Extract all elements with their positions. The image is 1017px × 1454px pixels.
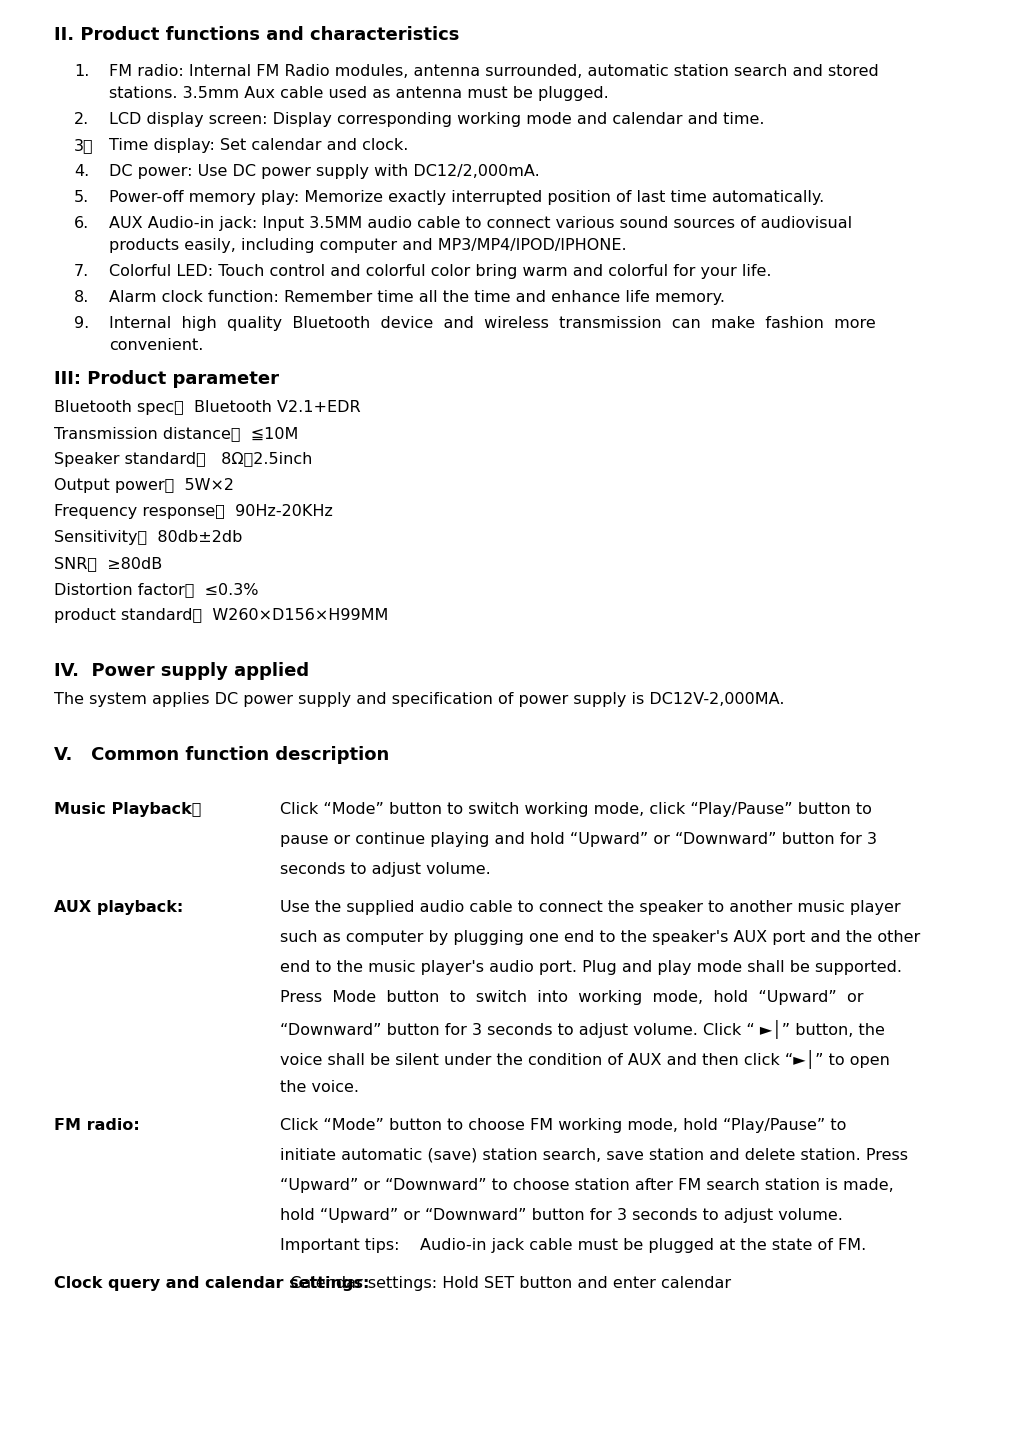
Text: Distortion factor：  ≤0.3%: Distortion factor： ≤0.3% xyxy=(54,582,258,598)
Text: FM radio:: FM radio: xyxy=(54,1118,139,1133)
Text: hold “Upward” or “Downward” button for 3 seconds to adjust volume.: hold “Upward” or “Downward” button for 3… xyxy=(280,1208,843,1223)
Text: Click “Mode” button to switch working mode, click “Play/Pause” button to: Click “Mode” button to switch working mo… xyxy=(280,803,872,817)
Text: Calendar settings: Hold SET button and enter calendar: Calendar settings: Hold SET button and e… xyxy=(280,1277,731,1291)
Text: V.   Common function description: V. Common function description xyxy=(54,746,390,763)
Text: 5.: 5. xyxy=(74,190,89,205)
Text: 8.: 8. xyxy=(74,289,89,305)
Text: “Downward” button for 3 seconds to adjust volume. Click “ ►│” button, the: “Downward” button for 3 seconds to adjus… xyxy=(280,1021,885,1040)
Text: seconds to adjust volume.: seconds to adjust volume. xyxy=(280,862,491,877)
Text: Power-off memory play: Memorize exactly interrupted position of last time automa: Power-off memory play: Memorize exactly … xyxy=(109,190,824,205)
Text: 6.: 6. xyxy=(74,217,89,231)
Text: end to the music player's audio port. Plug and play mode shall be supported.: end to the music player's audio port. Pl… xyxy=(280,960,902,976)
Text: pause or continue playing and hold “Upward” or “Downward” button for 3: pause or continue playing and hold “Upwa… xyxy=(280,832,877,848)
Text: products easily, including computer and MP3/MP4/IPOD/IPHONE.: products easily, including computer and … xyxy=(109,238,626,253)
Text: convenient.: convenient. xyxy=(109,337,203,353)
Text: LCD display screen: Display corresponding working mode and calendar and time.: LCD display screen: Display correspondin… xyxy=(109,112,765,126)
Text: 1.: 1. xyxy=(74,64,89,79)
Text: FM radio: Internal FM Radio modules, antenna surrounded, automatic station searc: FM radio: Internal FM Radio modules, ant… xyxy=(109,64,879,79)
Text: SNR：  ≥80dB: SNR： ≥80dB xyxy=(54,555,163,571)
Text: Alarm clock function: Remember time all the time and enhance life memory.: Alarm clock function: Remember time all … xyxy=(109,289,725,305)
Text: Sensitivity：  80db±2db: Sensitivity： 80db±2db xyxy=(54,531,242,545)
Text: Colorful LED: Touch control and colorful color bring warm and colorful for your : Colorful LED: Touch control and colorful… xyxy=(109,265,772,279)
Text: stations. 3.5mm Aux cable used as antenna must be plugged.: stations. 3.5mm Aux cable used as antenn… xyxy=(109,86,609,100)
Text: Transmission distance：  ≦10M: Transmission distance： ≦10M xyxy=(54,426,298,441)
Text: 3．: 3． xyxy=(74,138,94,153)
Text: II. Product functions and characteristics: II. Product functions and characteristic… xyxy=(54,26,460,44)
Text: DC power: Use DC power supply with DC12/2,000mA.: DC power: Use DC power supply with DC12/… xyxy=(109,164,540,179)
Text: Click “Mode” button to choose FM working mode, hold “Play/Pause” to: Click “Mode” button to choose FM working… xyxy=(280,1118,846,1133)
Text: Clock query and calendar settings:: Clock query and calendar settings: xyxy=(54,1277,369,1291)
Text: “Upward” or “Downward” to choose station after FM search station is made,: “Upward” or “Downward” to choose station… xyxy=(280,1178,894,1192)
Text: The system applies DC power supply and specification of power supply is DC12V-2,: The system applies DC power supply and s… xyxy=(54,692,784,707)
Text: IV.  Power supply applied: IV. Power supply applied xyxy=(54,662,309,680)
Text: Press  Mode  button  to  switch  into  working  mode,  hold  “Upward”  or: Press Mode button to switch into working… xyxy=(280,990,863,1005)
Text: voice shall be silent under the condition of AUX and then click “►│” to open: voice shall be silent under the conditio… xyxy=(280,1050,890,1069)
Text: 7.: 7. xyxy=(74,265,89,279)
Text: the voice.: the voice. xyxy=(280,1080,359,1095)
Text: 4.: 4. xyxy=(74,164,89,179)
Text: III: Product parameter: III: Product parameter xyxy=(54,369,279,388)
Text: such as computer by plugging one end to the speaker's AUX port and the other: such as computer by plugging one end to … xyxy=(280,931,920,945)
Text: Music Playback：: Music Playback： xyxy=(54,803,201,817)
Text: Use the supplied audio cable to connect the speaker to another music player: Use the supplied audio cable to connect … xyxy=(280,900,901,915)
Text: Internal  high  quality  Bluetooth  device  and  wireless  transmission  can  ma: Internal high quality Bluetooth device a… xyxy=(109,316,876,332)
Text: initiate automatic (save) station search, save station and delete station. Press: initiate automatic (save) station search… xyxy=(280,1149,908,1163)
Text: Output power：  5W×2: Output power： 5W×2 xyxy=(54,478,234,493)
Text: AUX Audio-in jack: Input 3.5MM audio cable to connect various sound sources of a: AUX Audio-in jack: Input 3.5MM audio cab… xyxy=(109,217,852,231)
Text: product standard：  W260×D156×H99MM: product standard： W260×D156×H99MM xyxy=(54,608,388,622)
Text: 9.: 9. xyxy=(74,316,89,332)
Text: AUX playback:: AUX playback: xyxy=(54,900,183,915)
Text: Time display: Set calendar and clock.: Time display: Set calendar and clock. xyxy=(109,138,409,153)
Text: 2.: 2. xyxy=(74,112,89,126)
Text: Bluetooth spec：  Bluetooth V2.1+EDR: Bluetooth spec： Bluetooth V2.1+EDR xyxy=(54,400,361,414)
Text: Speaker standard：   8Ω、2.5inch: Speaker standard： 8Ω、2.5inch xyxy=(54,452,312,467)
Text: Frequency response：  90Hz-20KHz: Frequency response： 90Hz-20KHz xyxy=(54,505,333,519)
Text: Important tips:    Audio-in jack cable must be plugged at the state of FM.: Important tips: Audio-in jack cable must… xyxy=(280,1237,866,1253)
